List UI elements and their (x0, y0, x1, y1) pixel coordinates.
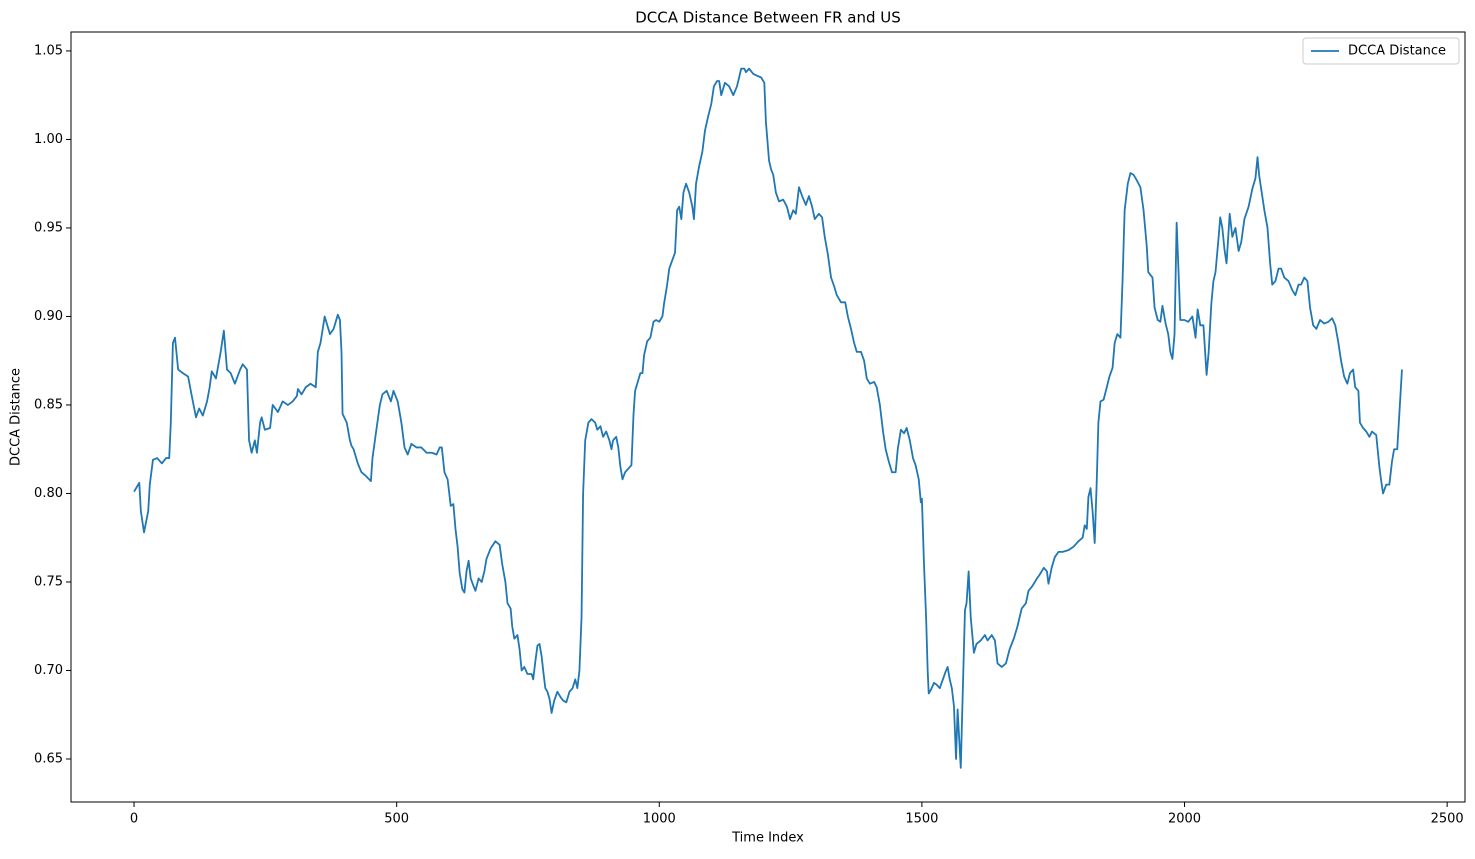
legend-box (1302, 37, 1460, 65)
y-tick-label: 0.95 (34, 220, 63, 235)
plot-frame (70, 31, 1466, 803)
legend-label: DCCA Distance (1348, 44, 1446, 59)
y-tick-label: 0.80 (34, 486, 63, 501)
y-axis-label: DCCA Distance (9, 368, 24, 466)
chart-title: DCCA Distance Between FR and US (635, 9, 901, 27)
x-tick-label: 2000 (1168, 812, 1201, 827)
x-axis-label: Time Index (731, 831, 804, 846)
y-tick-label: 0.90 (34, 309, 63, 324)
y-tick-label: 1.05 (34, 43, 63, 58)
y-tick-label: 1.00 (34, 132, 63, 147)
y-tick-label: 0.65 (34, 751, 63, 766)
y-tick-label: 0.85 (34, 397, 63, 412)
y-tick-label: 0.70 (34, 663, 63, 678)
x-tick-label: 0 (130, 812, 138, 827)
x-tick-label: 1500 (905, 812, 938, 827)
x-tick-label: 1000 (643, 812, 676, 827)
x-tick-label: 2500 (1431, 812, 1464, 827)
x-tick-label: 500 (384, 812, 409, 827)
y-tick-label: 0.75 (34, 574, 63, 589)
data-line (133, 67, 1403, 769)
